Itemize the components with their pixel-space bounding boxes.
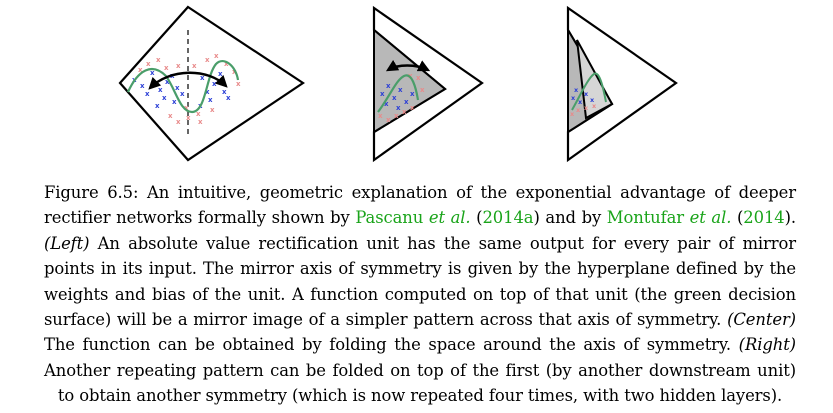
svg-text:x: x xyxy=(210,106,215,114)
svg-text:x: x xyxy=(145,90,150,98)
svg-text:x: x xyxy=(198,118,203,126)
label-center: (Center) xyxy=(727,310,796,330)
figure-label: Figure 6.5: xyxy=(44,183,139,202)
svg-text:x: x xyxy=(420,86,425,94)
svg-text:x: x xyxy=(176,118,181,126)
fold-arrow xyxy=(385,59,431,72)
svg-text:x: x xyxy=(176,62,181,70)
svg-text:x: x xyxy=(590,96,595,104)
mirror-arrow xyxy=(148,71,228,90)
svg-text:x: x xyxy=(158,86,163,94)
svg-text:x: x xyxy=(196,110,201,118)
svg-text:x: x xyxy=(172,98,177,106)
svg-text:x: x xyxy=(571,94,576,102)
svg-text:x: x xyxy=(156,56,161,64)
svg-text:x: x xyxy=(146,60,151,68)
svg-text:x: x xyxy=(398,86,403,94)
svg-text:x: x xyxy=(386,116,391,124)
svg-text:x: x xyxy=(224,60,229,68)
svg-text:x: x xyxy=(584,90,589,98)
label-right: (Right) xyxy=(738,335,796,355)
decision-surface xyxy=(571,72,607,111)
svg-text:x: x xyxy=(416,74,421,82)
citation-montufar[interactable]: Montufar et al. xyxy=(606,208,732,228)
svg-text:x: x xyxy=(410,104,415,112)
svg-text:x: x xyxy=(584,104,589,112)
svg-text:x: x xyxy=(186,114,191,122)
svg-text:x: x xyxy=(150,69,155,77)
svg-text:x: x xyxy=(218,70,223,78)
svg-text:x: x xyxy=(384,100,389,108)
svg-text:x: x xyxy=(184,104,189,112)
input-space-diamond xyxy=(118,5,305,162)
svg-text:x: x xyxy=(205,88,210,96)
svg-text:x: x xyxy=(162,94,167,102)
svg-text:x: x xyxy=(592,102,597,110)
svg-text:x: x xyxy=(168,112,173,120)
panel-left: xxx xxx xx x xxx xxx xxx xx xx x x xx xx x x… xyxy=(118,5,305,162)
svg-text:x: x xyxy=(578,98,583,106)
decision-surface xyxy=(377,74,420,113)
svg-text:x: x xyxy=(576,106,581,114)
citation-pascanu-year[interactable]: 2014a xyxy=(482,208,534,228)
svg-text:x: x xyxy=(155,102,160,110)
svg-text:x: x xyxy=(402,108,407,116)
svg-text:x: x xyxy=(164,64,169,72)
svg-text:x: x xyxy=(208,96,213,104)
citation-pascanu[interactable]: Pascanu et al. xyxy=(355,208,471,228)
svg-text:x: x xyxy=(192,62,197,70)
decision-surface xyxy=(126,60,240,114)
svg-text:x: x xyxy=(214,52,219,60)
svg-text:x: x xyxy=(226,94,231,102)
svg-text:x: x xyxy=(378,112,383,120)
svg-text:x: x xyxy=(394,112,399,120)
svg-text:x: x xyxy=(222,88,227,96)
svg-text:x: x xyxy=(380,90,385,98)
svg-text:x: x xyxy=(138,66,143,74)
svg-text:x: x xyxy=(205,56,210,64)
svg-text:x: x xyxy=(386,82,391,90)
folded-region-inner xyxy=(576,39,614,120)
folded-region xyxy=(373,27,447,134)
citation-montufar-year[interactable]: 2014 xyxy=(743,208,785,228)
svg-text:x: x xyxy=(232,68,237,76)
figure-illustration: xxx xxx xx x xxx xxx xxx xx xx x x xx xx x x… xyxy=(118,5,678,163)
figure-caption: Figure 6.5: An intuitive, geometric expl… xyxy=(44,183,797,406)
svg-text:x: x xyxy=(410,90,415,98)
svg-text:x: x xyxy=(570,110,575,118)
svg-text:x: x xyxy=(392,94,397,102)
svg-text:x: x xyxy=(236,80,241,88)
svg-text:x: x xyxy=(404,98,409,106)
svg-text:x: x xyxy=(212,80,217,88)
svg-text:x: x xyxy=(180,90,185,98)
svg-text:x: x xyxy=(574,86,579,94)
svg-text:x: x xyxy=(140,82,145,90)
label-left: (Left) xyxy=(44,233,90,253)
svg-text:x: x xyxy=(396,104,401,112)
